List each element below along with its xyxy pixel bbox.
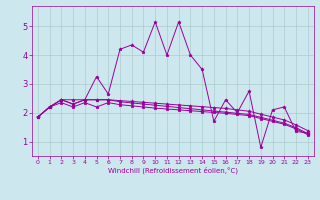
X-axis label: Windchill (Refroidissement éolien,°C): Windchill (Refroidissement éolien,°C) — [108, 167, 238, 174]
